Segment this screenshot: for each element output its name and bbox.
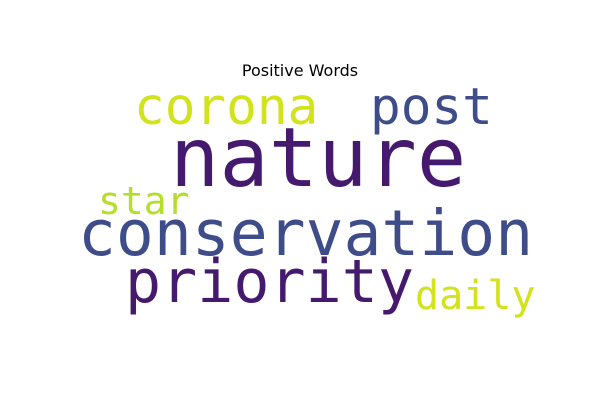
word-corona: corona [134, 78, 319, 137]
chart-title: Positive Words [241, 61, 359, 80]
word-star: star [98, 179, 190, 223]
word-conservation: conservation [78, 197, 534, 270]
word-priority: priority [125, 247, 414, 317]
word-post: post [370, 78, 493, 137]
word-nature: nature [170, 111, 467, 206]
word-daily: daily [415, 273, 536, 319]
